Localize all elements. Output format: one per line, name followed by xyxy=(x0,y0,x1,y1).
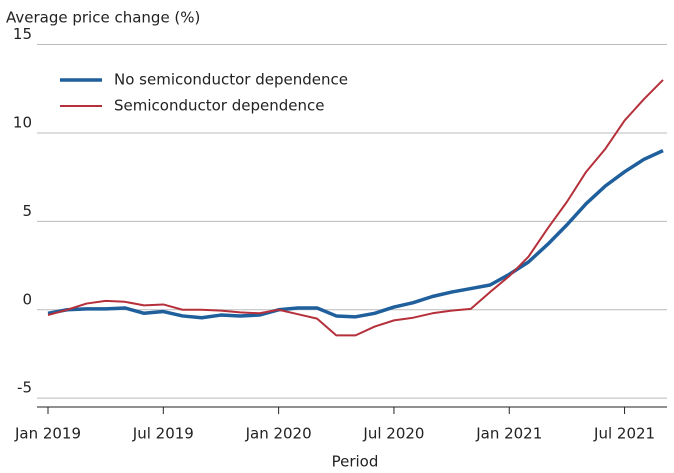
x-tick-label: Jan 2021 xyxy=(475,425,542,443)
series-line xyxy=(47,79,664,337)
x-tick-label: Jul 2019 xyxy=(132,425,194,443)
x-tick-label: Jul 2021 xyxy=(593,425,655,443)
y-tick-label: 0 xyxy=(22,290,32,308)
legend-label: Semiconductor dependence xyxy=(114,97,324,115)
y-tick-label: 10 xyxy=(13,113,32,131)
series-line xyxy=(47,149,664,320)
y-tick-label: -5 xyxy=(17,379,32,397)
y-tick-label: 15 xyxy=(13,25,32,43)
x-tick-label: Jan 2020 xyxy=(245,425,312,443)
x-axis-label: Period xyxy=(332,453,379,471)
y-tick-label: 5 xyxy=(22,202,32,220)
x-tick-label: Jul 2020 xyxy=(362,425,424,443)
legend-label: No semiconductor dependence xyxy=(114,71,348,89)
x-tick-label: Jan 2019 xyxy=(14,425,81,443)
y-axis-label: Average price change (%) xyxy=(6,9,200,27)
